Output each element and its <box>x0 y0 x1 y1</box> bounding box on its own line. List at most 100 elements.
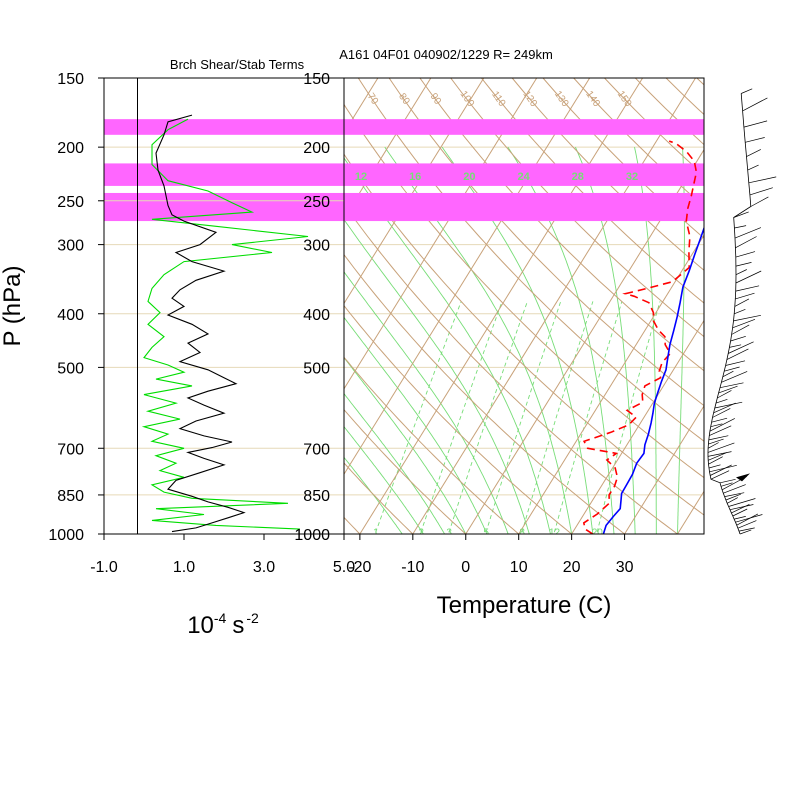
mixing-ratio-label: 1 <box>373 528 379 539</box>
wind-barb <box>734 516 746 520</box>
wind-barb <box>707 442 735 453</box>
wind-barb <box>712 408 731 418</box>
wind-barb <box>714 401 743 409</box>
wind-barb <box>721 371 748 383</box>
y-tick-label: 850 <box>303 488 330 505</box>
left-x-axis-label: 10-4 s -2 <box>187 610 259 639</box>
right-y-tick-labels: 150 200 250 300 400 500 700 850 1000 <box>294 71 330 544</box>
isotherm-line <box>344 78 591 476</box>
wind-barb <box>735 285 760 292</box>
wind-barb <box>735 262 752 267</box>
moist-adiabat-label: 28 <box>572 171 584 183</box>
moist-adiabat-label: 12 <box>355 171 367 183</box>
isotherm-line <box>359 78 644 534</box>
x-tick-label: 20 <box>563 559 581 576</box>
wind-barb <box>724 492 745 497</box>
shaded-layer-band <box>344 163 704 186</box>
moist-adiabat-line <box>507 146 615 534</box>
x-tick-label: 10 <box>510 559 528 576</box>
y-tick-label: 300 <box>303 238 330 255</box>
x-tick-label: 1.0 <box>173 559 195 576</box>
wind-barb <box>731 324 750 335</box>
dry-adiabat-line <box>344 304 573 534</box>
temperature-profile-line <box>602 225 704 534</box>
x-tick-label: 3.0 <box>253 559 275 576</box>
wind-barb <box>735 236 757 249</box>
wind-barb <box>747 164 759 171</box>
dry-adiabat-line <box>344 356 520 534</box>
wind-barb <box>710 464 732 476</box>
y-tick-label: 400 <box>303 307 330 324</box>
y-tick-label: 700 <box>57 441 84 458</box>
wind-barb <box>717 390 732 399</box>
shaded-layers-left <box>104 119 344 222</box>
shaded-layers-right <box>344 119 704 222</box>
wind-barb <box>749 187 773 196</box>
wind-barb <box>736 513 759 526</box>
dewpoint-profile-line <box>582 140 698 534</box>
y-tick-label: 500 <box>57 360 84 377</box>
isotherm-line <box>0 78 219 534</box>
moist-adiabat-labels: 12 16 20 24 28 32 <box>355 171 638 183</box>
moist-adiabat-label: 16 <box>409 171 421 183</box>
y-tick-label: 400 <box>57 307 84 324</box>
x-tick-label: -1.0 <box>90 559 118 576</box>
left-y-axis-label: P (hPa) <box>0 266 26 347</box>
wind-barb <box>725 493 741 501</box>
dry-adiabat-label: 90 <box>428 91 444 107</box>
wind-barb <box>707 442 719 449</box>
moist-adiabat-line <box>344 316 488 534</box>
wind-barb <box>723 484 746 494</box>
wind-barb <box>748 176 777 184</box>
wind-barb <box>708 438 724 445</box>
wind-barb <box>709 425 732 436</box>
wind-barb <box>745 137 765 143</box>
moist-adiabat-line <box>344 218 530 534</box>
left-y-tick-labels: 150 200 250 300 400 500 700 850 1000 <box>48 71 104 544</box>
y-tick-label: 200 <box>303 140 330 157</box>
dry-adiabat-labels: 70 80 90 100 110 120 130 140 150 <box>365 89 634 109</box>
wind-barb <box>710 470 730 480</box>
moist-adiabat-line <box>677 147 685 534</box>
wind-barb <box>735 269 747 276</box>
wind-barb <box>726 348 749 360</box>
wind-barb <box>729 344 742 348</box>
y-tick-label: 250 <box>303 194 330 211</box>
dry-adiabat-label: 110 <box>489 89 507 109</box>
stability-term-line <box>141 118 309 530</box>
wind-barb <box>733 211 749 218</box>
wind-barb <box>708 435 729 441</box>
wind-barb <box>722 370 734 378</box>
shaded-layer-band <box>344 192 704 222</box>
wind-barb <box>718 385 738 394</box>
isotherm-line <box>344 78 432 220</box>
isotherm-line <box>0 78 272 534</box>
right-panel-title: A161 04F01 040902/1229 R= 249km <box>339 47 553 62</box>
dry-adiabat-line <box>344 462 414 534</box>
mixing-ratio-line <box>485 301 562 534</box>
mixing-ratio-label: 8 <box>519 528 525 539</box>
x-tick-label: 5.0 <box>333 559 355 576</box>
dry-adiabat-line <box>344 408 467 534</box>
y-tick-label: 200 <box>57 140 84 157</box>
moist-adiabat-line <box>344 271 509 534</box>
svg-text:10-4s-2: 10-4 s -2 <box>187 610 259 639</box>
wind-barb <box>728 341 754 354</box>
wind-barb <box>724 366 740 372</box>
wind-barb <box>737 520 757 529</box>
moist-adiabat-line <box>344 425 424 534</box>
isotherm-line <box>783 78 800 534</box>
isotherms <box>0 78 800 534</box>
wind-barb <box>741 88 753 94</box>
wind-barb <box>734 225 747 229</box>
dry-adiabat-line <box>450 78 704 338</box>
wind-barb <box>720 482 733 487</box>
wind-barb <box>743 120 768 128</box>
moist-adiabat-line <box>344 356 467 534</box>
shaded-layer-band <box>104 119 344 135</box>
shaded-layer-band <box>104 163 344 186</box>
y-tick-label: 150 <box>303 71 330 88</box>
wind-barb <box>727 497 738 504</box>
y-tick-label: 700 <box>303 441 330 458</box>
isotherm-line <box>412 78 696 534</box>
